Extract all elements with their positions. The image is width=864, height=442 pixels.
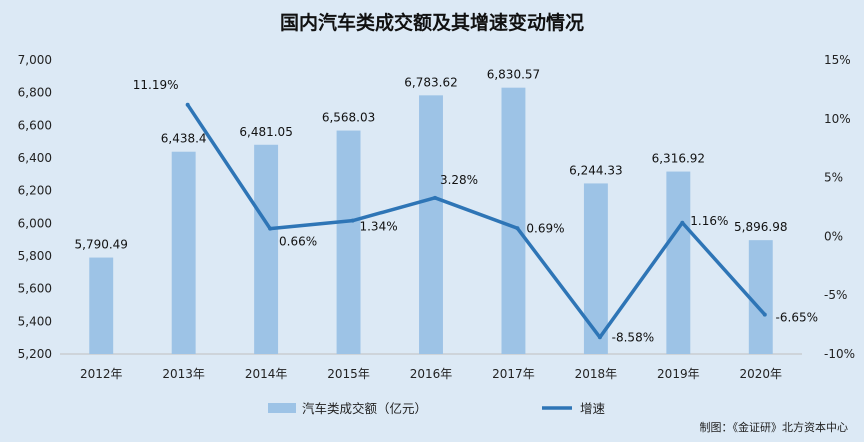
y-right-tick-label: 10% bbox=[824, 112, 851, 126]
growth-point bbox=[680, 220, 685, 225]
line-data-label: 0.69% bbox=[526, 221, 564, 235]
y-left-tick-label: 5,400 bbox=[18, 314, 52, 328]
growth-point bbox=[433, 195, 437, 200]
chart-title: 国内汽车类成交额及其增速变动情况 bbox=[279, 12, 584, 34]
legend-line-label: 增速 bbox=[580, 401, 606, 416]
x-tick-label: 2012年 bbox=[80, 367, 123, 381]
line-data-label: -6.65% bbox=[776, 311, 818, 325]
bar-data-label: 6,481.05 bbox=[239, 125, 292, 139]
legend-bar-swatch bbox=[268, 403, 296, 413]
y-right-tick-label: 15% bbox=[824, 53, 851, 67]
y-left-tick-label: 7,000 bbox=[18, 53, 52, 67]
y-right-tick-label: -10% bbox=[824, 347, 855, 361]
y-left-tick-label: 5,800 bbox=[18, 249, 52, 263]
bar-data-label: 5,790.49 bbox=[75, 238, 128, 252]
line-data-label: 1.34% bbox=[359, 220, 397, 234]
bar-data-label: 6,316.92 bbox=[652, 152, 705, 166]
x-tick-label: 2013年 bbox=[162, 367, 205, 381]
growth-point bbox=[350, 218, 355, 223]
y-left-tick-label: 6,000 bbox=[18, 216, 52, 230]
line-data-label: -8.58% bbox=[612, 330, 654, 344]
y-left-tick-label: 6,800 bbox=[18, 86, 52, 100]
bar-data-label: 6,568.03 bbox=[322, 111, 375, 125]
x-tick-label: 2018年 bbox=[575, 367, 618, 381]
x-tick-label: 2015年 bbox=[327, 367, 370, 381]
y-left-tick-label: 6,400 bbox=[18, 151, 52, 165]
x-tick-label: 2017年 bbox=[492, 367, 535, 381]
bar bbox=[89, 257, 114, 354]
y-left-tick-label: 6,600 bbox=[18, 118, 52, 132]
bar-data-label: 6,830.57 bbox=[487, 68, 540, 82]
growth-point bbox=[268, 226, 273, 231]
growth-point bbox=[597, 335, 602, 340]
line-data-label: 11.19% bbox=[133, 78, 179, 92]
y-left-tick-label: 5,200 bbox=[18, 347, 52, 361]
y-right-tick-label: 0% bbox=[824, 229, 843, 243]
growth-point bbox=[185, 102, 190, 107]
y-left-tick-label: 5,600 bbox=[18, 282, 52, 296]
x-tick-label: 2014年 bbox=[245, 367, 288, 381]
bar bbox=[419, 95, 443, 354]
line-data-label: 3.28% bbox=[440, 173, 478, 187]
bar bbox=[254, 144, 279, 354]
bar-data-label: 5,896.98 bbox=[734, 220, 787, 234]
y-right-tick-label: -5% bbox=[824, 288, 847, 302]
bar-data-label: 6,244.33 bbox=[569, 163, 622, 177]
y-left-tick-label: 6,200 bbox=[18, 184, 52, 198]
bar bbox=[336, 130, 361, 354]
growth-point bbox=[515, 226, 520, 231]
y-right-tick-label: 5% bbox=[824, 171, 843, 185]
x-tick-label: 2019年 bbox=[657, 367, 700, 381]
growth-point bbox=[762, 312, 767, 317]
bar-data-label: 6,438.4 bbox=[161, 132, 207, 146]
x-tick-label: 2016年 bbox=[410, 367, 453, 381]
bar bbox=[171, 151, 196, 354]
source-note: 制图：《金证研》北方资本中心 bbox=[699, 421, 849, 434]
bar bbox=[666, 171, 691, 354]
line-data-label: 1.16% bbox=[690, 214, 728, 228]
bar bbox=[583, 183, 608, 354]
x-tick-label: 2020年 bbox=[740, 367, 783, 381]
legend-bar-label: 汽车类成交额（亿元） bbox=[302, 401, 427, 416]
bar bbox=[501, 87, 526, 354]
line-data-label: 0.66% bbox=[279, 235, 317, 249]
bar bbox=[748, 240, 773, 354]
bar-data-label: 6,783.62 bbox=[404, 75, 457, 89]
growth-line bbox=[186, 103, 767, 340]
